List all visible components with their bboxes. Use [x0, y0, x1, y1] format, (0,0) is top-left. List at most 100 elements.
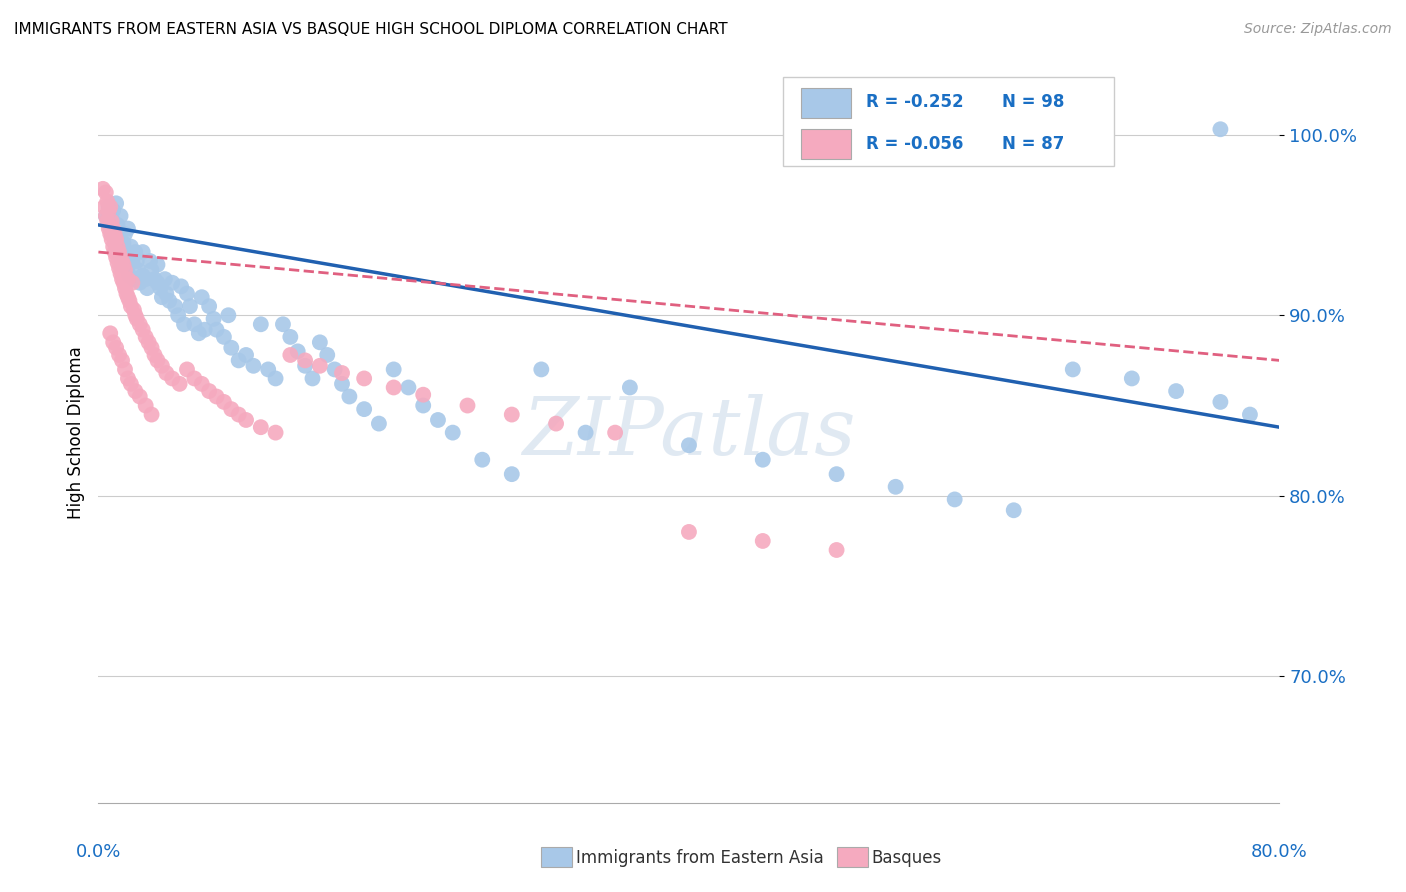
- Point: [105, 341, 128, 355]
- Point: [150, 290, 173, 304]
- Point: [112, 235, 135, 250]
- FancyBboxPatch shape: [783, 78, 1114, 166]
- Point: [146, 353, 169, 368]
- Point: [97, 203, 120, 218]
- Point: [124, 308, 146, 322]
- Point: [176, 362, 198, 376]
- Point: [100, 227, 122, 241]
- Point: [120, 376, 142, 391]
- Point: [120, 239, 142, 253]
- Point: [257, 362, 280, 376]
- Point: [98, 221, 121, 235]
- Point: [271, 318, 294, 332]
- Point: [441, 425, 464, 440]
- Point: [122, 302, 145, 317]
- Point: [120, 299, 142, 313]
- Point: [228, 408, 250, 422]
- Point: [157, 293, 180, 308]
- Point: [143, 272, 166, 286]
- Text: Immigrants from Eastern Asia: Immigrants from Eastern Asia: [576, 849, 824, 867]
- Point: [153, 272, 176, 286]
- Point: [94, 186, 117, 200]
- Point: [212, 395, 235, 409]
- Point: [132, 323, 155, 337]
- Point: [104, 227, 127, 241]
- Point: [183, 318, 205, 332]
- Point: [501, 408, 523, 422]
- Point: [427, 413, 450, 427]
- Point: [221, 341, 243, 355]
- Point: [128, 390, 150, 404]
- Y-axis label: High School Diploma: High School Diploma: [66, 346, 84, 519]
- Point: [117, 371, 139, 385]
- Point: [1121, 371, 1143, 385]
- Point: [135, 330, 157, 344]
- Point: [103, 335, 125, 350]
- Point: [530, 362, 553, 376]
- Point: [103, 214, 125, 228]
- Point: [117, 272, 139, 286]
- Point: [167, 308, 190, 322]
- Point: [575, 425, 598, 440]
- Point: [146, 276, 169, 290]
- Point: [825, 467, 848, 482]
- Point: [280, 348, 302, 362]
- Point: [1239, 408, 1261, 422]
- Point: [104, 235, 127, 250]
- Point: [100, 232, 122, 246]
- Point: [125, 311, 148, 326]
- Point: [169, 376, 191, 391]
- Point: [179, 299, 201, 313]
- Point: [212, 330, 235, 344]
- Point: [250, 420, 273, 434]
- Point: [1166, 384, 1188, 398]
- Point: [136, 281, 159, 295]
- Point: [107, 239, 129, 253]
- Point: [98, 326, 121, 341]
- Point: [170, 279, 193, 293]
- Point: [162, 371, 183, 385]
- Point: [105, 251, 128, 265]
- Point: [150, 359, 173, 373]
- Point: [339, 390, 361, 404]
- Point: [191, 290, 214, 304]
- Point: [412, 387, 434, 401]
- Point: [124, 384, 146, 398]
- Point: [108, 239, 131, 253]
- Point: [115, 245, 138, 260]
- Text: N = 87: N = 87: [1002, 135, 1064, 153]
- Point: [176, 286, 198, 301]
- Point: [141, 341, 163, 355]
- Point: [143, 348, 166, 362]
- Point: [138, 335, 160, 350]
- Point: [111, 272, 134, 286]
- Point: [110, 209, 132, 223]
- Point: [132, 245, 155, 260]
- Point: [149, 281, 172, 295]
- Point: [242, 359, 264, 373]
- Point: [118, 268, 141, 283]
- Point: [110, 267, 132, 281]
- Point: [127, 263, 149, 277]
- Point: [198, 384, 221, 398]
- Point: [287, 344, 309, 359]
- Point: [155, 366, 177, 380]
- Point: [250, 318, 273, 332]
- Point: [103, 221, 125, 235]
- Point: [139, 254, 162, 268]
- Point: [98, 200, 121, 214]
- Point: [105, 196, 128, 211]
- Point: [105, 230, 128, 244]
- Point: [103, 203, 125, 218]
- Point: [316, 348, 339, 362]
- Point: [100, 214, 122, 228]
- Point: [264, 425, 287, 440]
- Point: [382, 362, 405, 376]
- Point: [98, 227, 121, 241]
- Point: [132, 268, 155, 283]
- Point: [96, 194, 118, 209]
- Point: [228, 353, 250, 368]
- Point: [135, 272, 157, 286]
- Point: [110, 251, 132, 265]
- Point: [114, 281, 136, 295]
